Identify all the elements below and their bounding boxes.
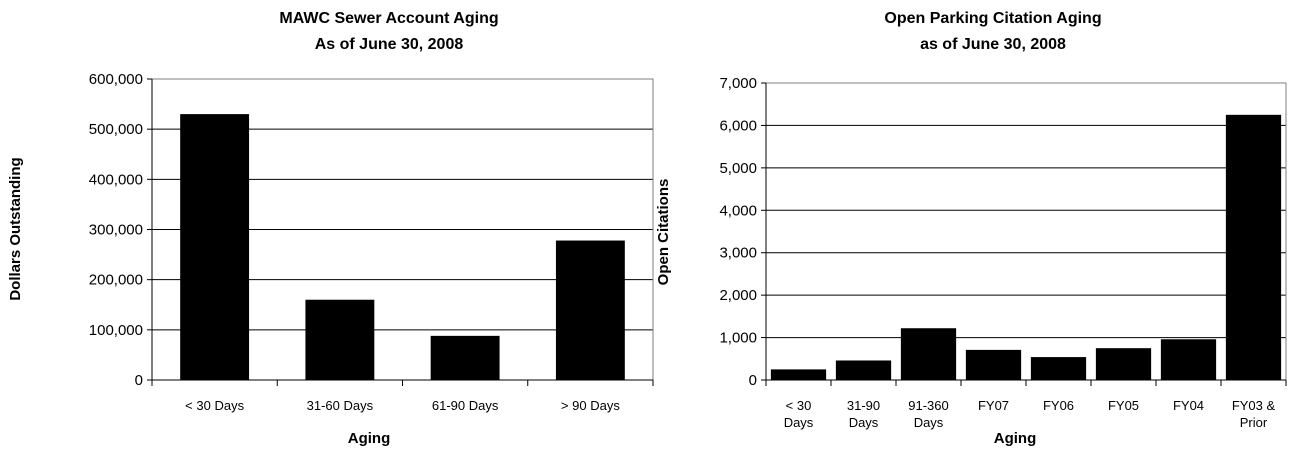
bar [835,360,892,380]
bar [1160,339,1217,380]
x-tick-label: Days [914,415,944,430]
bar [555,240,625,380]
x-tick-label: 91-360 [908,398,948,413]
y-tick-label: 200,000 [89,272,143,289]
x-tick-label: Days [849,415,879,430]
chart-title-line: As of June 30, 2008 [315,36,464,53]
x-tick-label: FY03 & [1232,398,1276,413]
y-tick-label: 0 [135,372,143,389]
bar [900,328,957,380]
x-tick-label: FY07 [978,398,1009,413]
y-tick-label: 100,000 [89,322,143,339]
x-tick-label: FY04 [1173,398,1204,413]
bar [1030,357,1087,380]
y-tick-label: 1,000 [719,330,757,347]
y-tick-label: 400,000 [89,171,143,188]
parking-aging-chart: Open Parking Citation Aging as of June 30… [655,10,1287,447]
bar [305,299,375,380]
x-axis-title: Aging [994,430,1037,447]
x-tick-label: FY06 [1043,398,1074,413]
y-tick-label: 2,000 [719,287,757,304]
y-tick-label: 3,000 [719,245,757,262]
sewer-aging-chart: MAWC Sewer Account Aging As of June 30, 2… [7,10,654,447]
y-tick-label: 500,000 [89,121,143,138]
x-axis-title: Aging [348,430,391,447]
plot-area-border [765,82,1287,381]
y-tick-label: 300,000 [89,222,143,239]
x-tick-label: 31-60 Days [307,398,374,413]
bar [180,114,250,380]
x-tick-label: Days [784,415,814,430]
x-tick-label: > 90 Days [561,398,620,413]
y-tick-label: 5,000 [719,160,757,177]
x-tick-label: 61-90 Days [432,398,499,413]
x-tick-label: FY05 [1108,398,1139,413]
bar [1225,114,1282,381]
x-tick-label: 31-90 [847,398,880,413]
y-tick-label: 4,000 [719,202,757,219]
x-tick-label: < 30 Days [185,398,244,413]
y-tick-label: 7,000 [719,75,757,92]
y-axis-title: Open Citations [655,179,672,286]
chart-title-line: MAWC Sewer Account Aging [279,10,498,27]
bar [1095,348,1152,380]
y-tick-label: 0 [749,372,757,389]
bar [965,349,1022,380]
chart-title-line: Open Parking Citation Aging [884,10,1101,27]
y-tick-label: 6,000 [719,117,757,134]
x-tick-label: < 30 [786,398,812,413]
bar [430,335,500,380]
y-tick-label: 600,000 [89,71,143,88]
bar [770,369,827,380]
y-axis-title: Dollars Outstanding [7,157,24,300]
x-tick-label: Prior [1240,415,1268,430]
chart-title-line: as of June 30, 2008 [920,36,1066,53]
